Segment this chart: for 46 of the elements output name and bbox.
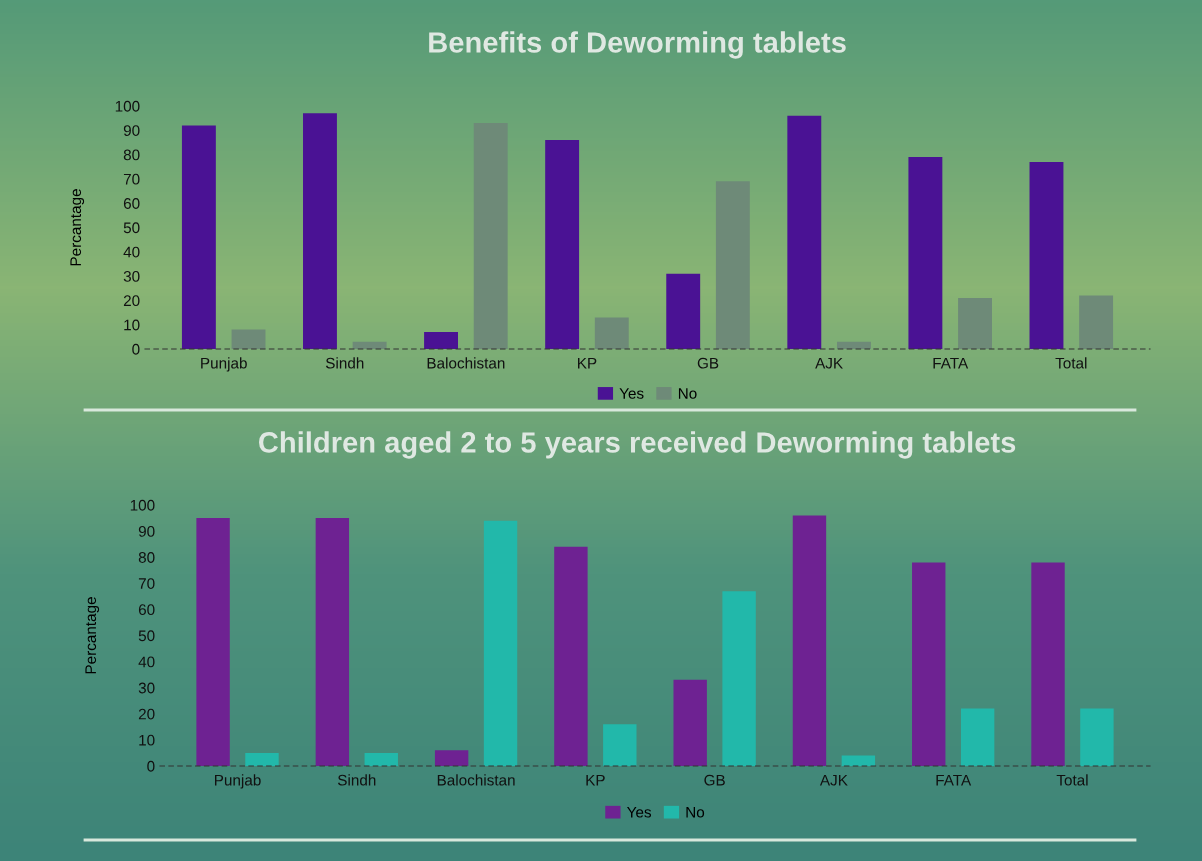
- x-tick-label: AJK: [815, 357, 843, 369]
- x-tick-label: Punjab: [215, 774, 261, 789]
- y-tick-label: 30: [138, 682, 155, 694]
- y-tick-label: 80: [123, 149, 140, 161]
- y-tick-label: 50: [123, 222, 140, 234]
- y-axis-title: Percantage: [85, 597, 100, 674]
- y-axis-title: Percantage: [70, 189, 85, 266]
- y-tick-label: 70: [123, 173, 140, 185]
- y-tick-label: 20: [138, 708, 155, 720]
- y-tick-label: 40: [123, 246, 140, 258]
- y-tick-label: 40: [138, 656, 155, 668]
- x-tick-label: FATA: [933, 357, 969, 369]
- x-tick-label: Balochistan: [437, 774, 515, 786]
- x-tick-label: AJK: [819, 774, 848, 786]
- legend-label: Yes: [627, 806, 652, 818]
- legend-label: Yes: [619, 388, 644, 399]
- y-tick-label: 20: [123, 295, 140, 307]
- x-tick-label: Total: [1056, 774, 1088, 786]
- y-tick-label: 100: [115, 100, 140, 112]
- chart-title: Children aged 2 to 5 years received Deworming tablets: [258, 431, 1016, 459]
- x-tick-label: Punjab: [201, 357, 247, 372]
- y-tick-label: 100: [130, 499, 155, 511]
- y-tick-label: 60: [138, 604, 155, 616]
- legend-label: No: [686, 806, 705, 818]
- y-tick-label: 0: [132, 343, 140, 355]
- x-tick-label: Balochistan: [427, 357, 505, 369]
- y-tick-label: 90: [138, 525, 155, 537]
- x-tick-label: FATA: [936, 774, 972, 786]
- y-tick-label: 50: [138, 630, 155, 642]
- x-tick-label: Sindh: [325, 357, 364, 369]
- x-tick-label: KP: [578, 357, 597, 369]
- x-tick-label: GB: [697, 357, 719, 369]
- x-tick-label: Total: [1055, 357, 1087, 369]
- y-tick-label: 0: [147, 760, 155, 772]
- x-tick-label: GB: [704, 774, 725, 786]
- y-tick-label: 30: [123, 270, 140, 282]
- y-tick-label: 70: [138, 578, 155, 589]
- chart-title: Benefits of Deworming tablets: [429, 31, 846, 59]
- y-tick-label: 80: [138, 552, 155, 563]
- y-tick-label: 90: [123, 125, 140, 136]
- x-tick-label: KP: [586, 774, 605, 786]
- y-tick-label: 60: [123, 198, 140, 209]
- y-tick-label: 10: [139, 734, 155, 746]
- y-tick-label: 10: [124, 319, 140, 331]
- x-tick-label: Sindh: [337, 774, 376, 786]
- legend-label: No: [678, 388, 697, 399]
